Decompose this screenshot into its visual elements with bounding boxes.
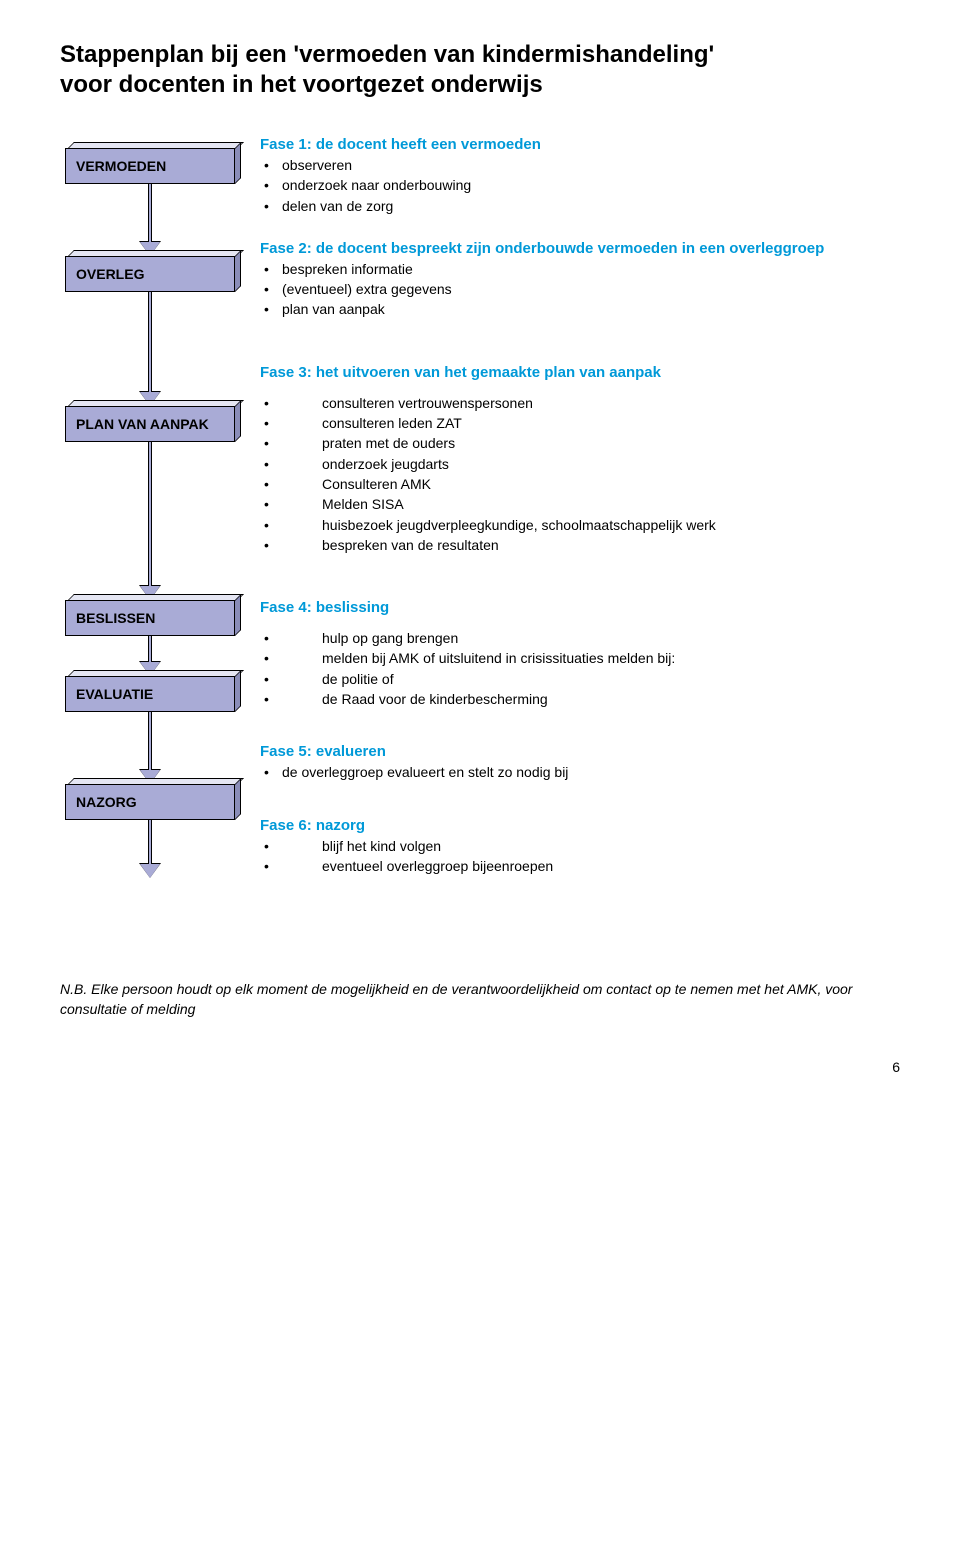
flow-box-label: NAZORG (65, 784, 235, 820)
fase-1: Fase 1: de docent heeft een vermoeden ob… (260, 136, 900, 216)
fase-3-item: Melden SISA (264, 494, 900, 514)
flow-box-label: EVALUATIE (65, 676, 235, 712)
fase-4-title: Fase 4: beslissing (260, 599, 900, 616)
page-number: 6 (60, 1059, 900, 1075)
page-title: Stappenplan bij een 'vermoeden van kinde… (60, 40, 900, 100)
fase-3: Fase 3: het uitvoeren van het gemaakte p… (260, 364, 900, 555)
fase-3-item: bespreken van de resultaten (264, 535, 900, 555)
fase-2: Fase 2: de docent bespreekt zijn onderbo… (260, 240, 900, 320)
flow-box-label: PLAN VAN AANPAK (65, 406, 235, 442)
fase-3-item: Consulteren AMK (264, 474, 900, 494)
fase-4-item: hulp op gang brengen (264, 628, 900, 648)
fase-3-item: consulteren leden ZAT (264, 413, 900, 433)
flow-arrow-3 (140, 442, 160, 600)
fase-2-item: plan van aanpak (264, 299, 900, 319)
flow-box-evaluatie: EVALUATIE (65, 676, 235, 712)
flow-arrow-6 (140, 820, 160, 878)
flow-box-nazorg: NAZORG (65, 784, 235, 820)
flow-box-plan: PLAN VAN AANPAK (65, 406, 235, 442)
fase-3-item: onderzoek jeugdarts (264, 454, 900, 474)
footnote: N.B. Elke persoon houdt op elk moment de… (60, 980, 900, 1019)
fase-6-item: eventueel overleggroep bijeenroepen (264, 856, 900, 876)
fase-2-item: bespreken informatie (264, 259, 900, 279)
fase-3-item: huisbezoek jeugdverpleegkundige, schoolm… (264, 515, 900, 535)
fase-1-item: onderzoek naar onderbouwing (264, 175, 900, 195)
fase-1-title: Fase 1: de docent heeft een vermoeden (260, 136, 900, 153)
fase-6-title: Fase 6: nazorg (260, 817, 900, 834)
flow-box-label: BESLISSEN (65, 600, 235, 636)
flow-box-label: VERMOEDEN (65, 148, 235, 184)
fase-5-title: Fase 5: evalueren (260, 743, 900, 760)
fase-2-title: Fase 2: de docent bespreekt zijn onderbo… (260, 240, 900, 257)
fase-3-item: consulteren vertrouwenspersonen (264, 393, 900, 413)
fase-4-item: melden bij AMK of uitsluitend in crisiss… (264, 648, 900, 668)
fase-3-item: praten met de ouders (264, 433, 900, 453)
flow-box-beslissen: BESLISSEN (65, 600, 235, 636)
flow-diagram: VERMOEDEN OVERLEG PLAN VAN AANPAK (60, 128, 240, 900)
flow-arrow-5 (140, 712, 160, 784)
flow-box-overleg: OVERLEG (65, 256, 235, 292)
fase-4-item: de Raad voor de kinderbescherming (264, 689, 900, 709)
fase-1-item: delen van de zorg (264, 196, 900, 216)
flow-arrow-2 (140, 292, 160, 406)
fase-4-item: de politie of (264, 669, 900, 689)
fase-2-item: (eventueel) extra gegevens (264, 279, 900, 299)
fase-1-item: observeren (264, 155, 900, 175)
title-line-2: voor docenten in het voortgezet onderwij… (60, 71, 543, 98)
fase-3-title: Fase 3: het uitvoeren van het gemaakte p… (260, 364, 900, 381)
flow-arrow-1 (140, 184, 160, 256)
fase-4: Fase 4: beslissing hulp op gang brengen … (260, 599, 900, 709)
fase-6: Fase 6: nazorg blijf het kind volgen eve… (260, 817, 900, 877)
fase-5: Fase 5: evalueren de overleggroep evalue… (260, 743, 900, 782)
fase-6-item: blijf het kind volgen (264, 836, 900, 856)
fase-5-item: de overleggroep evalueert en stelt zo no… (264, 762, 900, 782)
flow-box-vermoeden: VERMOEDEN (65, 148, 235, 184)
flow-box-label: OVERLEG (65, 256, 235, 292)
title-line-1: Stappenplan bij een 'vermoeden van kinde… (60, 41, 714, 68)
content-columns: VERMOEDEN OVERLEG PLAN VAN AANPAK (60, 128, 900, 900)
fases-text: Fase 1: de docent heeft een vermoeden ob… (260, 128, 900, 900)
